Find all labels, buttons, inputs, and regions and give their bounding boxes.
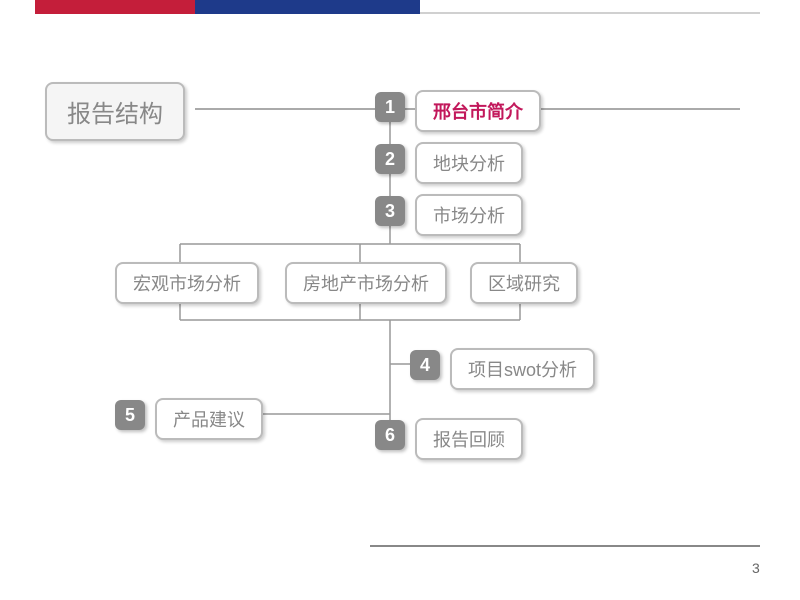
bar-gray [420, 12, 760, 14]
badge-n1: 1 [375, 92, 405, 122]
node-n1: 邢台市简介 [415, 90, 541, 132]
node-n3: 市场分析 [415, 194, 523, 236]
node-n5: 产品建议 [155, 398, 263, 440]
title-text: 报告结构 [67, 101, 163, 128]
badge-n4: 4 [410, 350, 440, 380]
title-box: 报告结构 [45, 82, 185, 141]
node-n2: 地块分析 [415, 142, 523, 184]
badge-n6: 6 [375, 420, 405, 450]
node-n4: 项目swot分析 [450, 348, 595, 390]
node-s2: 房地产市场分析 [285, 262, 447, 304]
node-n6: 报告回顾 [415, 418, 523, 460]
bar-red [35, 0, 195, 14]
bar-blue [195, 0, 420, 14]
node-s1: 宏观市场分析 [115, 262, 259, 304]
badge-n2: 2 [375, 144, 405, 174]
top-bar [0, 0, 800, 14]
bottom-line [370, 545, 760, 547]
node-s3: 区域研究 [470, 262, 578, 304]
badge-n3: 3 [375, 196, 405, 226]
page-number: 3 [752, 560, 760, 576]
badge-n5: 5 [115, 400, 145, 430]
